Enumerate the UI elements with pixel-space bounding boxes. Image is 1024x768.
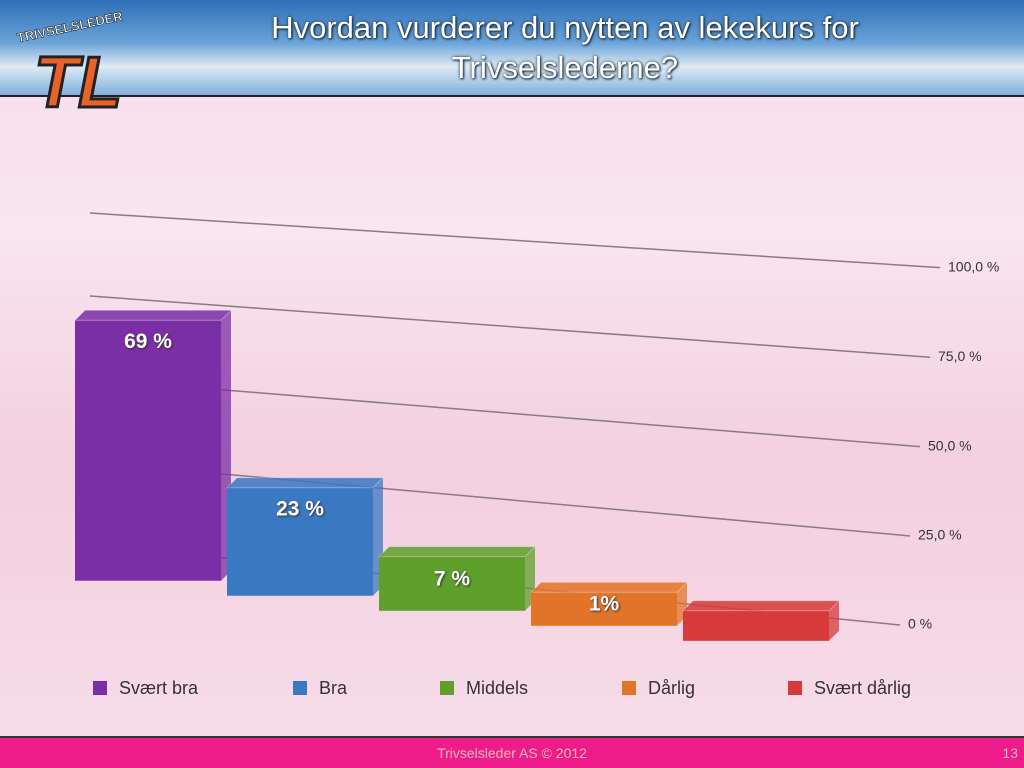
data-label: 7 % [434, 567, 471, 590]
chart-title: Hvordan vurderer du nytten av lekekurs f… [271, 10, 859, 85]
legend-swatch [440, 681, 454, 695]
legend-label: Dårlig [648, 678, 695, 698]
y-tick-label: 25,0 % [918, 527, 962, 543]
bar-top [681, 600, 841, 612]
bar [75, 320, 221, 581]
legend-swatch [293, 681, 307, 695]
y-tick-label: 100,0 % [948, 258, 999, 274]
bar-top [225, 477, 385, 489]
legend-label: Svært bra [119, 678, 199, 698]
bar-top [73, 309, 233, 321]
grid-line [89, 212, 941, 269]
bar-top [529, 581, 689, 593]
legend-swatch [93, 681, 107, 695]
y-tick-label: 0 % [908, 616, 932, 632]
bar-top [377, 546, 537, 558]
bar [379, 556, 525, 611]
data-label: 69 % [124, 330, 172, 353]
chart: 0 % 25,0 % 50,0 % 75,0 % 100,0 % 69 % 23 % 7 % 1… [73, 212, 999, 698]
data-label: 1% [589, 593, 620, 616]
bar [683, 610, 829, 641]
bar-side [829, 600, 839, 641]
grid-line [89, 295, 931, 358]
legend-label: Bra [319, 678, 348, 698]
header: TRIVSELSLEDER TL Hvordan vurderer du nyt… [0, 0, 1024, 125]
legend-swatch [788, 681, 802, 695]
bar [531, 592, 677, 626]
legend-label: Svært dårlig [814, 678, 911, 698]
bar [227, 487, 373, 596]
legend-label: Middels [466, 678, 528, 698]
data-label: 23 % [276, 497, 324, 520]
page-number: 13 [1002, 745, 1018, 761]
footer: Trivselsleder AS © 2012 13 [0, 736, 1024, 768]
logo-mark: TL [34, 43, 122, 123]
y-tick-label: 50,0 % [928, 437, 972, 453]
logo: TRIVSELSLEDER TL [15, 8, 125, 125]
y-tick-label: 75,0 % [938, 348, 982, 364]
legend-swatch [622, 681, 636, 695]
footer-text: Trivselsleder AS © 2012 [437, 745, 587, 761]
